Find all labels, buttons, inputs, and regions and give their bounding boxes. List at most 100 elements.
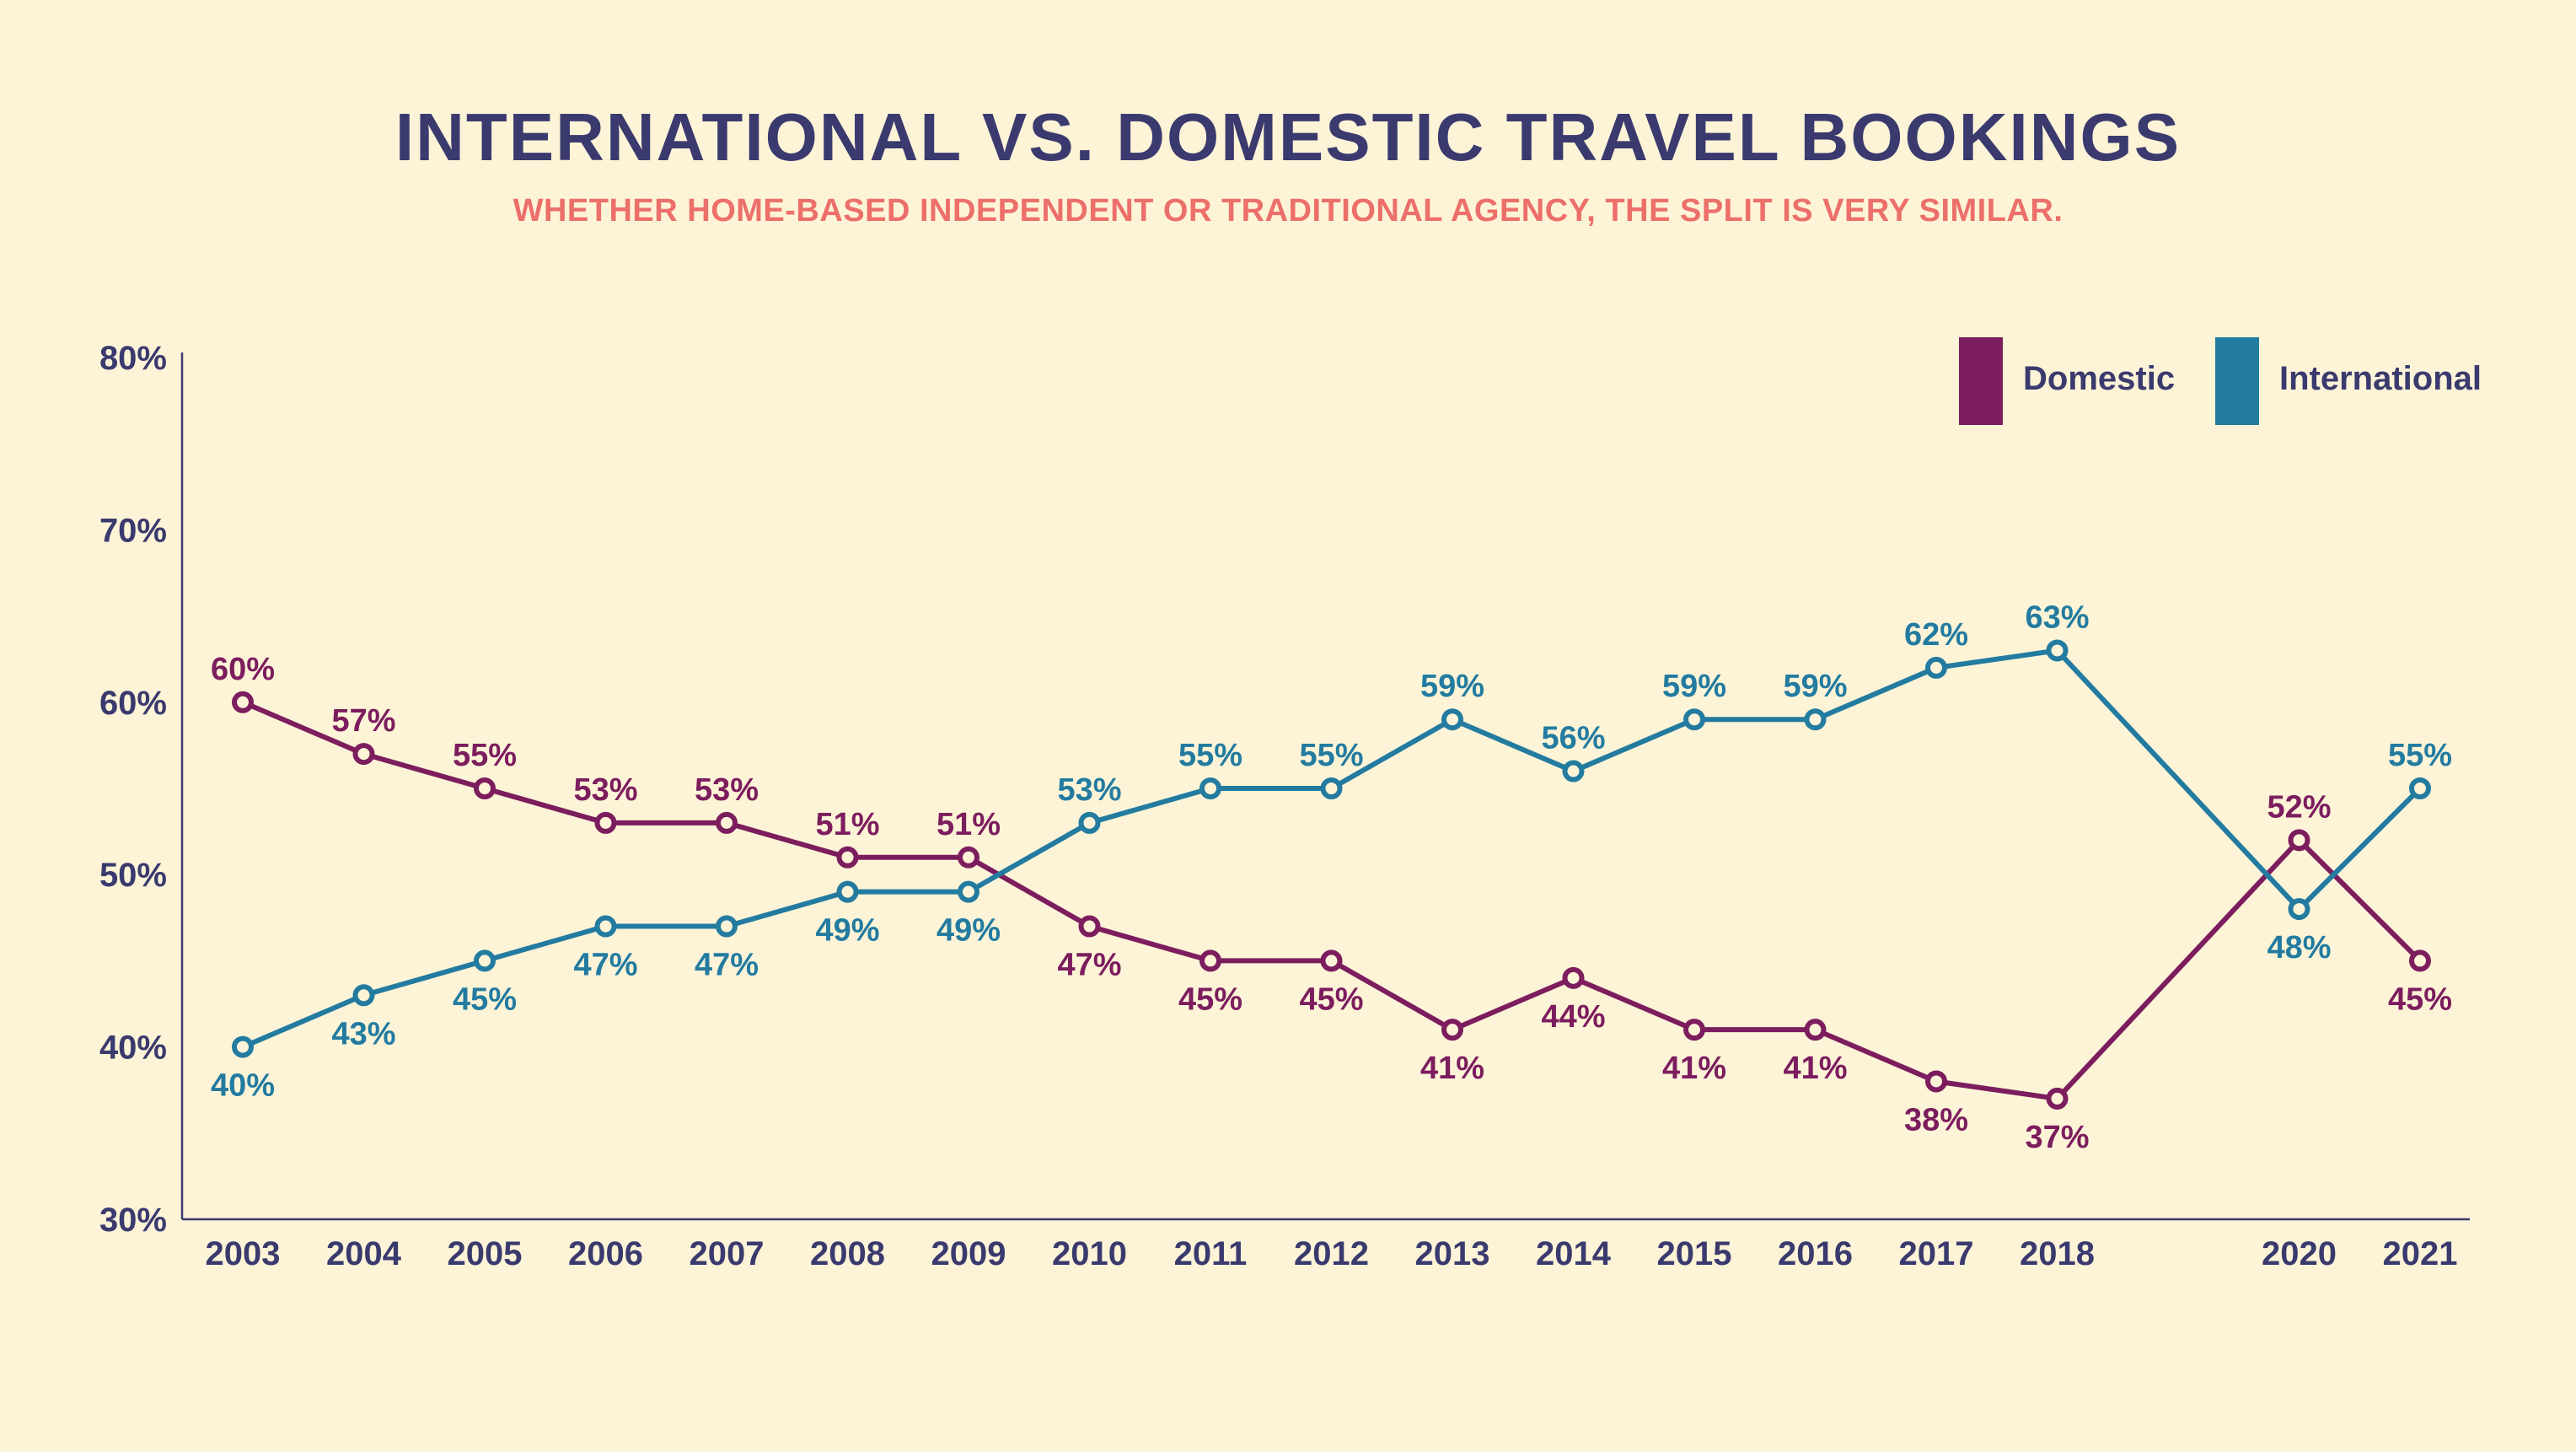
data-point-international bbox=[1320, 777, 1343, 799]
chart-title: INTERNATIONAL VS. DOMESTIC TRAVEL BOOKIN… bbox=[395, 99, 2181, 175]
data-label-international: 49% bbox=[815, 913, 879, 949]
data-label-international: 47% bbox=[695, 948, 759, 983]
series-points bbox=[232, 639, 2431, 1110]
data-point-international bbox=[232, 1035, 254, 1058]
x-tick-label: 2010 bbox=[1052, 1235, 1127, 1272]
data-label-domestic: 51% bbox=[936, 807, 1001, 842]
data-label-international: 53% bbox=[1057, 772, 1121, 808]
x-tick-label: 2021 bbox=[2383, 1235, 2458, 1272]
data-label-domestic: 47% bbox=[1057, 948, 1121, 983]
series-line-domestic bbox=[240, 699, 2423, 1101]
data-label-international: 63% bbox=[2025, 600, 2089, 635]
y-tick-label: 50% bbox=[99, 857, 167, 894]
data-label-international: 62% bbox=[1904, 617, 1968, 653]
data-label-international: 55% bbox=[1178, 738, 1242, 773]
series-lines bbox=[240, 648, 2423, 1101]
data-point-domestic bbox=[1562, 966, 1585, 989]
data-point-international bbox=[1683, 708, 1705, 731]
data-point-international bbox=[1441, 708, 1463, 731]
y-tick-label: 40% bbox=[99, 1030, 167, 1067]
data-point-domestic bbox=[716, 811, 738, 834]
x-tick-label: 2020 bbox=[2262, 1235, 2337, 1272]
data-label-domestic: 38% bbox=[1904, 1102, 1968, 1137]
data-label-domestic: 53% bbox=[695, 772, 759, 808]
data-label-international: 47% bbox=[573, 948, 637, 983]
data-label-international: 43% bbox=[331, 1016, 395, 1051]
data-label-domestic: 52% bbox=[2267, 789, 2331, 825]
legend-label-domestic: Domestic bbox=[2023, 360, 2175, 397]
x-tick-label: 2011 bbox=[1174, 1235, 1248, 1272]
data-label-domestic: 44% bbox=[1541, 999, 1605, 1035]
legend-label-international: International bbox=[2279, 360, 2482, 397]
data-point-international bbox=[958, 880, 979, 903]
data-point-international bbox=[1804, 708, 1827, 731]
x-tick-label: 2017 bbox=[1899, 1235, 1974, 1272]
x-tick-label: 2015 bbox=[1657, 1235, 1732, 1272]
data-label-international: 48% bbox=[2267, 930, 2331, 965]
data-point-domestic bbox=[474, 777, 496, 799]
x-tick-label: 2007 bbox=[690, 1235, 765, 1272]
data-label-international: 59% bbox=[1420, 669, 1484, 704]
data-point-domestic bbox=[594, 811, 617, 834]
data-point-domestic bbox=[958, 846, 979, 869]
data-point-domestic bbox=[1804, 1019, 1827, 1041]
chart-subtitle: WHETHER HOME-BASED INDEPENDENT OR TRADIT… bbox=[513, 193, 2063, 229]
data-label-international: 55% bbox=[1299, 738, 1363, 773]
data-label-domestic: 45% bbox=[2388, 981, 2452, 1017]
data-label-international: 59% bbox=[1662, 669, 1726, 704]
data-label-international: 40% bbox=[211, 1068, 275, 1104]
data-point-international bbox=[836, 880, 859, 903]
data-point-domestic bbox=[352, 743, 375, 766]
data-point-international bbox=[1562, 760, 1585, 782]
x-tick-label: 2006 bbox=[568, 1235, 643, 1272]
x-tick-label: 2016 bbox=[1778, 1235, 1853, 1272]
y-tick-label: 70% bbox=[99, 512, 167, 549]
data-label-domestic: 41% bbox=[1662, 1051, 1726, 1086]
data-label-domestic: 51% bbox=[815, 807, 879, 842]
data-label-domestic: 41% bbox=[1420, 1051, 1484, 1086]
data-point-international bbox=[2409, 777, 2431, 799]
x-tick-label: 2014 bbox=[1536, 1235, 1612, 1272]
data-point-international bbox=[2288, 898, 2310, 921]
data-label-international: 56% bbox=[1541, 721, 1605, 756]
data-point-domestic bbox=[836, 846, 859, 869]
data-point-domestic bbox=[1925, 1070, 1947, 1093]
x-tick-label: 2018 bbox=[2020, 1235, 2095, 1272]
x-tick-label: 2005 bbox=[448, 1235, 523, 1272]
x-tick-label: 2003 bbox=[206, 1235, 281, 1272]
data-label-domestic: 55% bbox=[453, 738, 517, 773]
data-label-domestic: 57% bbox=[331, 703, 395, 739]
data-label-domestic: 45% bbox=[1299, 981, 1363, 1017]
data-point-domestic bbox=[1320, 949, 1343, 972]
data-label-domestic: 60% bbox=[211, 652, 275, 687]
data-point-domestic bbox=[232, 691, 254, 713]
x-axis-ticks: 2003 2004 2005 2006 2007 2008 2009 2010 2011 2012… bbox=[206, 1235, 2458, 1272]
data-point-international bbox=[2046, 639, 2069, 662]
legend-swatch-international bbox=[2215, 337, 2259, 425]
series-line-international bbox=[240, 648, 2423, 1050]
data-point-international bbox=[1078, 811, 1101, 834]
y-tick-label: 60% bbox=[99, 685, 167, 722]
data-label-international: 59% bbox=[1783, 669, 1847, 704]
data-point-international bbox=[594, 915, 617, 938]
data-point-domestic bbox=[1199, 949, 1221, 972]
data-point-international bbox=[1199, 777, 1221, 799]
data-point-international bbox=[716, 915, 738, 938]
data-labels: 60% 57% 55% 53% 53% 51% 51% 47% 45% 45% 41% 44% 41% 4… bbox=[211, 600, 2452, 1154]
y-tick-label: 80% bbox=[99, 340, 167, 377]
legend-swatch-domestic bbox=[1959, 337, 2003, 425]
data-label-international: 55% bbox=[2388, 738, 2452, 773]
y-tick-label: 30% bbox=[99, 1202, 167, 1239]
data-label-domestic: 41% bbox=[1783, 1051, 1847, 1086]
data-point-international bbox=[1925, 656, 1947, 679]
data-point-domestic bbox=[1441, 1019, 1463, 1041]
data-point-domestic bbox=[1078, 915, 1101, 938]
data-point-domestic bbox=[2046, 1087, 2069, 1110]
data-label-international: 45% bbox=[453, 981, 517, 1017]
data-point-international bbox=[352, 984, 375, 1007]
x-tick-label: 2012 bbox=[1294, 1235, 1369, 1272]
y-axis-ticks: 30% 40% 50% 60% 70% 80% bbox=[99, 340, 167, 1239]
data-label-domestic: 45% bbox=[1178, 981, 1242, 1017]
